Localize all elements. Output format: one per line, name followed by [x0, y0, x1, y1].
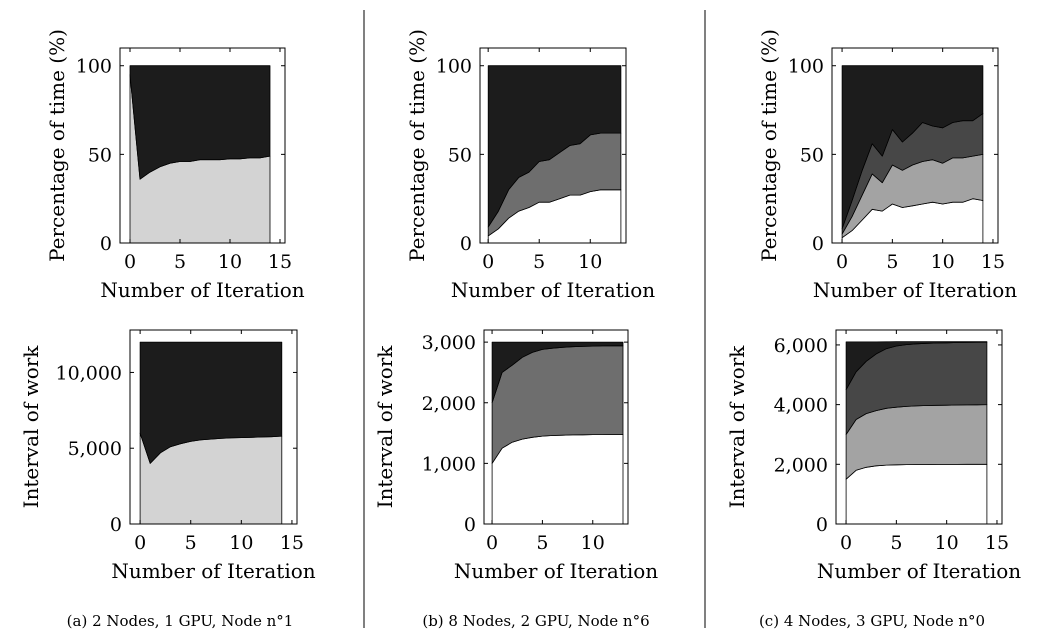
chart-c-bottom-area-0 — [845, 463, 988, 525]
chart-b-bottom-xtick-label-0: 0 — [486, 532, 498, 554]
chart-b-bottom-ytick-label-0: 0 — [464, 514, 476, 536]
chart-b-bottom-xtick-label-5: 5 — [536, 532, 548, 554]
chart-c-top-ytick-label-50: 50 — [800, 144, 824, 166]
chart-b-top-ytick-label-50: 50 — [448, 144, 472, 166]
chart-b-top-ylabel: Percentage of time (%) — [405, 29, 429, 262]
chart-a-top-xtick-label-15: 15 — [268, 251, 292, 273]
chart-a-bottom-ytick-label-0: 0 — [110, 514, 122, 536]
chart-c-bottom-xtick-label-10: 10 — [935, 532, 959, 554]
chart-b-bottom-ylabel: Interval of work — [373, 345, 397, 509]
chart-c-bottom-frame — [835, 329, 1003, 525]
chart-c-bottom-ytick-label-0: 0 — [816, 514, 828, 536]
chart-a-top-ytick-label-0: 0 — [100, 233, 112, 255]
chart-c-bottom-area-3 — [845, 341, 988, 391]
chart-a-bottom-xlabel: Number of Iteration — [111, 559, 315, 583]
chart-c-top-xlabel: Number of Iteration — [813, 278, 1017, 302]
caption-c: (c) 4 Nodes, 3 GPU, Node n°0 — [759, 612, 985, 630]
chart-a-bottom-xtick-label-15: 15 — [280, 532, 304, 554]
chart-c-top-xtick-label-10: 10 — [931, 251, 955, 273]
chart-b-top-frame — [479, 47, 627, 244]
chart-a-bottom-area-1 — [139, 341, 283, 464]
caption-a: (a) 2 Nodes, 1 GPU, Node n°1 — [67, 612, 294, 630]
chart-a-bottom-xtick-label-5: 5 — [185, 532, 197, 554]
chart-a-bottom-ytick-label-5000: 5,000 — [68, 438, 122, 460]
chart-a-top: 0 5 10 15 0 50 100 Number of Iteration Percentag… — [45, 29, 305, 302]
chart-a-top-xtick-label-5: 5 — [174, 251, 186, 273]
chart-c-top-frame — [831, 47, 999, 244]
chart-c-bottom-xtick-label-5: 5 — [890, 532, 902, 554]
chart-c-top-ytick-label-100: 100 — [788, 56, 824, 78]
chart-b-bottom-area-0 — [491, 434, 624, 525]
chart-c-bottom-ytick-label-2000: 2,000 — [774, 454, 828, 476]
chart-c-top-ylabel: Percentage of time (%) — [757, 29, 781, 262]
chart-c-bottom-ytick-label-4000: 4,000 — [774, 395, 828, 417]
chart-c-bottom-ytick-label-6000: 6,000 — [774, 335, 828, 357]
chart-b-top-xlabel: Number of Iteration — [451, 278, 655, 302]
chart-a-top-frame — [119, 47, 286, 244]
chart-b-bottom-frame — [483, 329, 629, 525]
chart-a-bottom: 0 5 10 15 0 5,000 10,000 Number of Iteration Int… — [19, 329, 316, 583]
chart-c-bottom-xtick-label-15: 15 — [985, 532, 1009, 554]
chart-c-bottom-xlabel: Number of Iteration — [817, 559, 1021, 583]
chart-a-top-ytick-label-100: 100 — [76, 56, 112, 78]
chart-c-top-area-3 — [841, 65, 984, 230]
chart-a-bottom-xtick-label-0: 0 — [134, 532, 146, 554]
chart-b-bottom-ytick-label-2000: 2,000 — [422, 393, 476, 415]
chart-b-top-ytick-label-0: 0 — [460, 233, 472, 255]
chart-c-top-xtick-label-0: 0 — [836, 251, 848, 273]
chart-c-top: 0 5 10 15 0 50 100 Number of Iteration Percentag… — [757, 29, 1017, 302]
chart-a-bottom-ylabel: Interval of work — [19, 345, 43, 509]
chart-b-top-xtick-label-5: 5 — [533, 251, 545, 273]
chart-c-top-xtick-label-15: 15 — [981, 251, 1005, 273]
chart-b-bottom-area-2 — [491, 341, 624, 404]
chart-c-bottom-xtick-label-0: 0 — [840, 532, 852, 554]
chart-b-bottom: 0 5 10 0 1,000 2,000 3,000 Number of Iteration I… — [373, 329, 658, 583]
chart-a-top-xtick-label-0: 0 — [124, 251, 136, 273]
chart-a-bottom-frame — [129, 329, 298, 525]
chart-c-top-ytick-label-0: 0 — [812, 233, 824, 255]
chart-c-bottom: 0 5 10 15 0 2,000 4,000 6,000 Number of Iteratio… — [725, 329, 1021, 583]
chart-a-top-area-1 — [129, 65, 271, 180]
chart-b-bottom-xlabel: Number of Iteration — [454, 559, 658, 583]
chart-c-top-xtick-label-5: 5 — [886, 251, 898, 273]
chart-b-top-xtick-label-10: 10 — [578, 251, 602, 273]
chart-a-bottom-ytick-label-10000: 10,000 — [56, 362, 122, 384]
chart-c-bottom-ylabel: Interval of work — [725, 345, 749, 509]
chart-a-top-ytick-label-50: 50 — [88, 144, 112, 166]
chart-b-bottom-xtick-label-10: 10 — [581, 532, 605, 554]
chart-b-top-area-2 — [487, 65, 622, 228]
chart-a-top-ylabel: Percentage of time (%) — [45, 29, 69, 262]
chart-a-top-xtick-label-10: 10 — [218, 251, 242, 273]
chart-a-top-xlabel: Number of Iteration — [100, 278, 304, 302]
chart-b-bottom-ytick-label-1000: 1,000 — [422, 453, 476, 475]
chart-b-top-ytick-label-100: 100 — [436, 56, 472, 78]
chart-b-top-xtick-label-0: 0 — [482, 251, 494, 273]
chart-b-bottom-ytick-label-3000: 3,000 — [422, 332, 476, 354]
chart-a-bottom-xtick-label-10: 10 — [229, 532, 253, 554]
caption-b: (b) 8 Nodes, 2 GPU, Node n°6 — [422, 612, 649, 630]
